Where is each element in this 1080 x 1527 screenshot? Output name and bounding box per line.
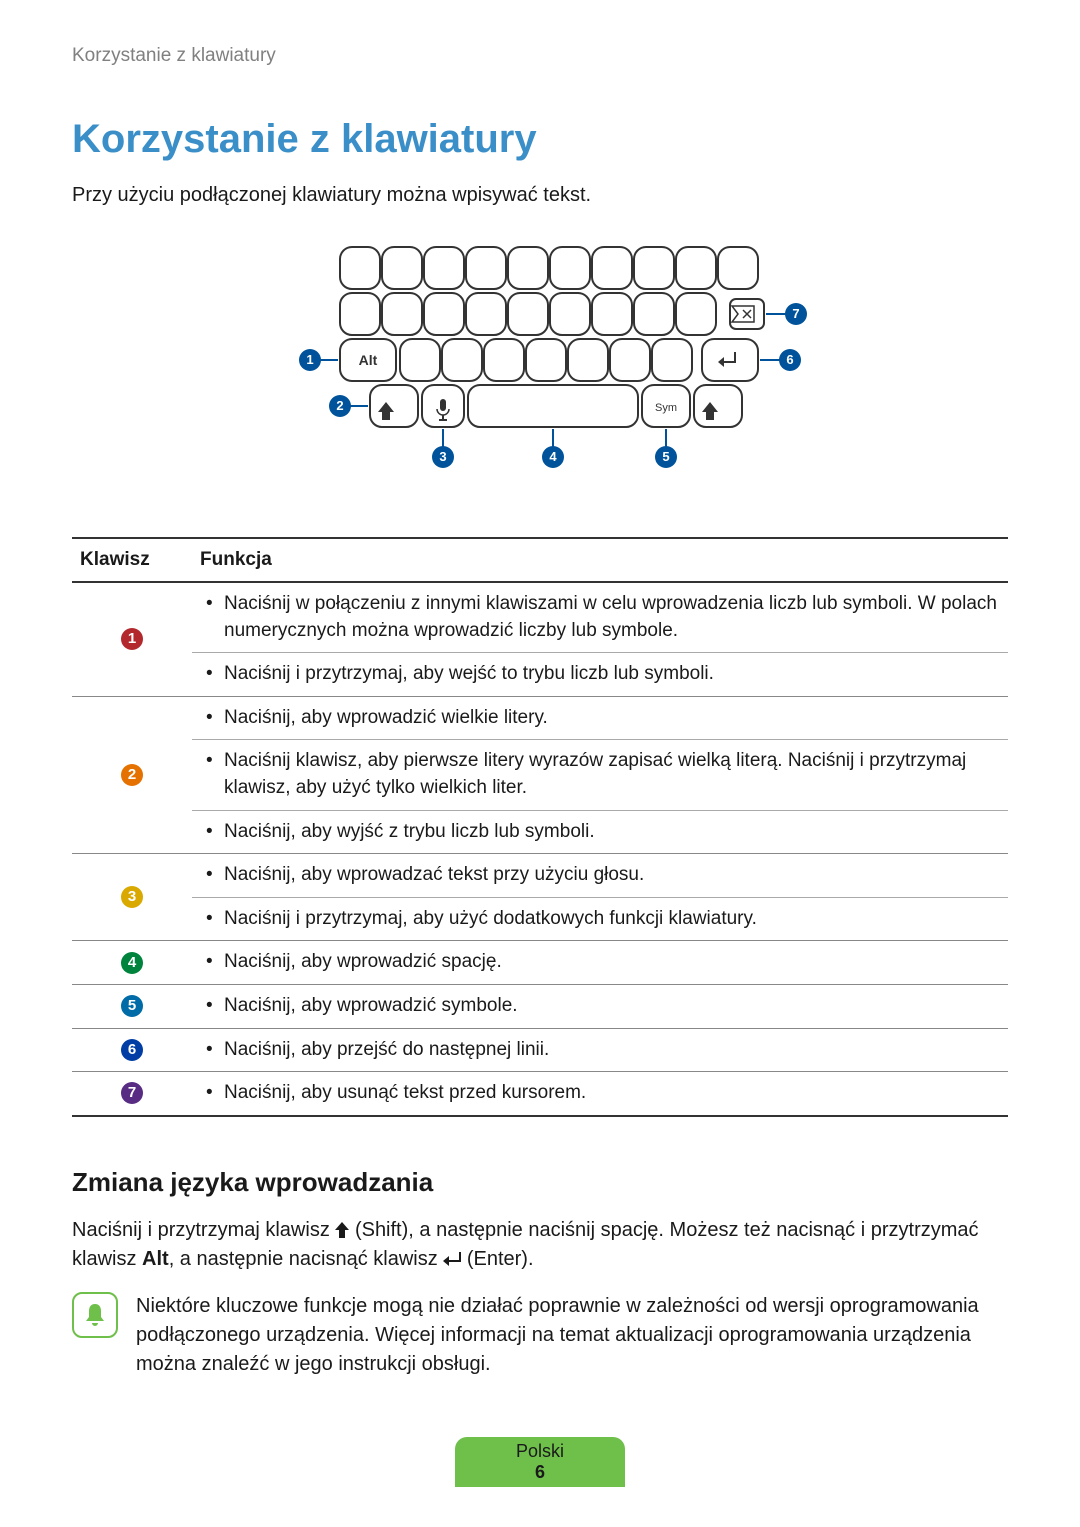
table-row: 4 Naciśnij, aby wprowadzić spację. — [72, 941, 1008, 985]
key-number-badge: 6 — [121, 1039, 143, 1061]
key-number-badge: 4 — [121, 952, 143, 974]
subsection-title: Zmiana języka wprowadzania — [72, 1167, 1008, 1198]
note-block: Niektóre kluczowe funkcje mogą nie dział… — [72, 1292, 1008, 1379]
svg-text:7: 7 — [792, 306, 799, 321]
function-item: Naciśnij, aby przejść do następnej linii… — [192, 1029, 1008, 1072]
page-footer: Polski 6 — [455, 1437, 625, 1487]
svg-text:4: 4 — [549, 449, 557, 464]
function-item: Naciśnij, aby usunąć tekst przed kursore… — [192, 1072, 1008, 1115]
svg-text:5: 5 — [662, 449, 669, 464]
svg-text:1: 1 — [306, 352, 313, 367]
key-number-badge: 7 — [121, 1082, 143, 1104]
function-item: Naciśnij, aby wprowadzać tekst przy użyc… — [192, 854, 1008, 898]
running-header: Korzystanie z klawiatury — [72, 45, 1008, 67]
function-item: Naciśnij i przytrzymaj, aby użyć dodatko… — [192, 898, 1008, 941]
svg-text:3: 3 — [439, 449, 446, 464]
function-cell: Naciśnij, aby wprowadzić spację. — [192, 941, 1008, 985]
col-header-key: Klawisz — [72, 538, 192, 582]
function-cell: Naciśnij w połączeniu z innymi klawiszam… — [192, 582, 1008, 696]
function-cell: Naciśnij, aby wprowadzić wielkie litery.… — [192, 696, 1008, 853]
keyboard-diagram: Alt Sym 1 2 3 4 — [72, 237, 1008, 497]
function-cell: Naciśnij, aby przejść do następnej linii… — [192, 1028, 1008, 1072]
key-cell: 2 — [72, 696, 192, 853]
table-row: 6 Naciśnij, aby przejść do następnej lini… — [72, 1028, 1008, 1072]
svg-text:6: 6 — [786, 352, 793, 367]
function-cell: Naciśnij, aby wprowadzić symbole. — [192, 984, 1008, 1028]
table-row: 3 Naciśnij, aby wprowadzać tekst przy uży… — [72, 854, 1008, 941]
subsection-body: Naciśnij i przytrzymaj klawisz (Shift), … — [72, 1216, 1008, 1274]
key-function-table: Klawisz Funkcja 1 Naciśnij w połączeniu z… — [72, 537, 1008, 1117]
footer-language: Polski — [516, 1441, 564, 1462]
key-cell: 3 — [72, 854, 192, 941]
table-row: 7 Naciśnij, aby usunąć tekst przed kursor… — [72, 1072, 1008, 1116]
table-row: 5 Naciśnij, aby wprowadzić symbole. — [72, 984, 1008, 1028]
col-header-function: Funkcja — [192, 538, 1008, 582]
key-cell: 1 — [72, 582, 192, 696]
function-item: Naciśnij, aby wprowadzić symbole. — [192, 985, 1008, 1028]
function-item: Naciśnij klawisz, aby pierwsze litery wy… — [192, 740, 1008, 810]
function-cell: Naciśnij, aby usunąć tekst przed kursore… — [192, 1072, 1008, 1116]
table-row: 2 Naciśnij, aby wprowadzić wielkie litery… — [72, 696, 1008, 853]
page-title: Korzystanie z klawiatury — [72, 117, 1008, 162]
table-row: 1 Naciśnij w połączeniu z innymi klawisza… — [72, 582, 1008, 696]
key-number-badge: 3 — [121, 886, 143, 908]
function-item: Naciśnij w połączeniu z innymi klawiszam… — [192, 583, 1008, 653]
key-cell: 5 — [72, 984, 192, 1028]
key-number-badge: 2 — [121, 764, 143, 786]
function-item: Naciśnij, aby wprowadzić spację. — [192, 941, 1008, 984]
intro-paragraph: Przy użyciu podłączonej klawiatury można… — [72, 184, 1008, 207]
sym-key-label: Sym — [655, 402, 677, 414]
note-text: Niektóre kluczowe funkcje mogą nie dział… — [136, 1292, 1008, 1379]
function-item: Naciśnij, aby wyjść z trybu liczb lub sy… — [192, 811, 1008, 854]
key-number-badge: 1 — [121, 628, 143, 650]
alt-key-label: Alt — [359, 352, 378, 368]
key-cell: 6 — [72, 1028, 192, 1072]
function-item: Naciśnij, aby wprowadzić wielkie litery. — [192, 697, 1008, 741]
footer-page-number: 6 — [535, 1462, 545, 1483]
note-bell-icon — [72, 1292, 118, 1338]
function-cell: Naciśnij, aby wprowadzać tekst przy użyc… — [192, 854, 1008, 941]
function-item: Naciśnij i przytrzymaj, aby wejść to try… — [192, 653, 1008, 696]
key-cell: 4 — [72, 941, 192, 985]
key-number-badge: 5 — [121, 995, 143, 1017]
svg-text:2: 2 — [336, 398, 343, 413]
key-cell: 7 — [72, 1072, 192, 1116]
